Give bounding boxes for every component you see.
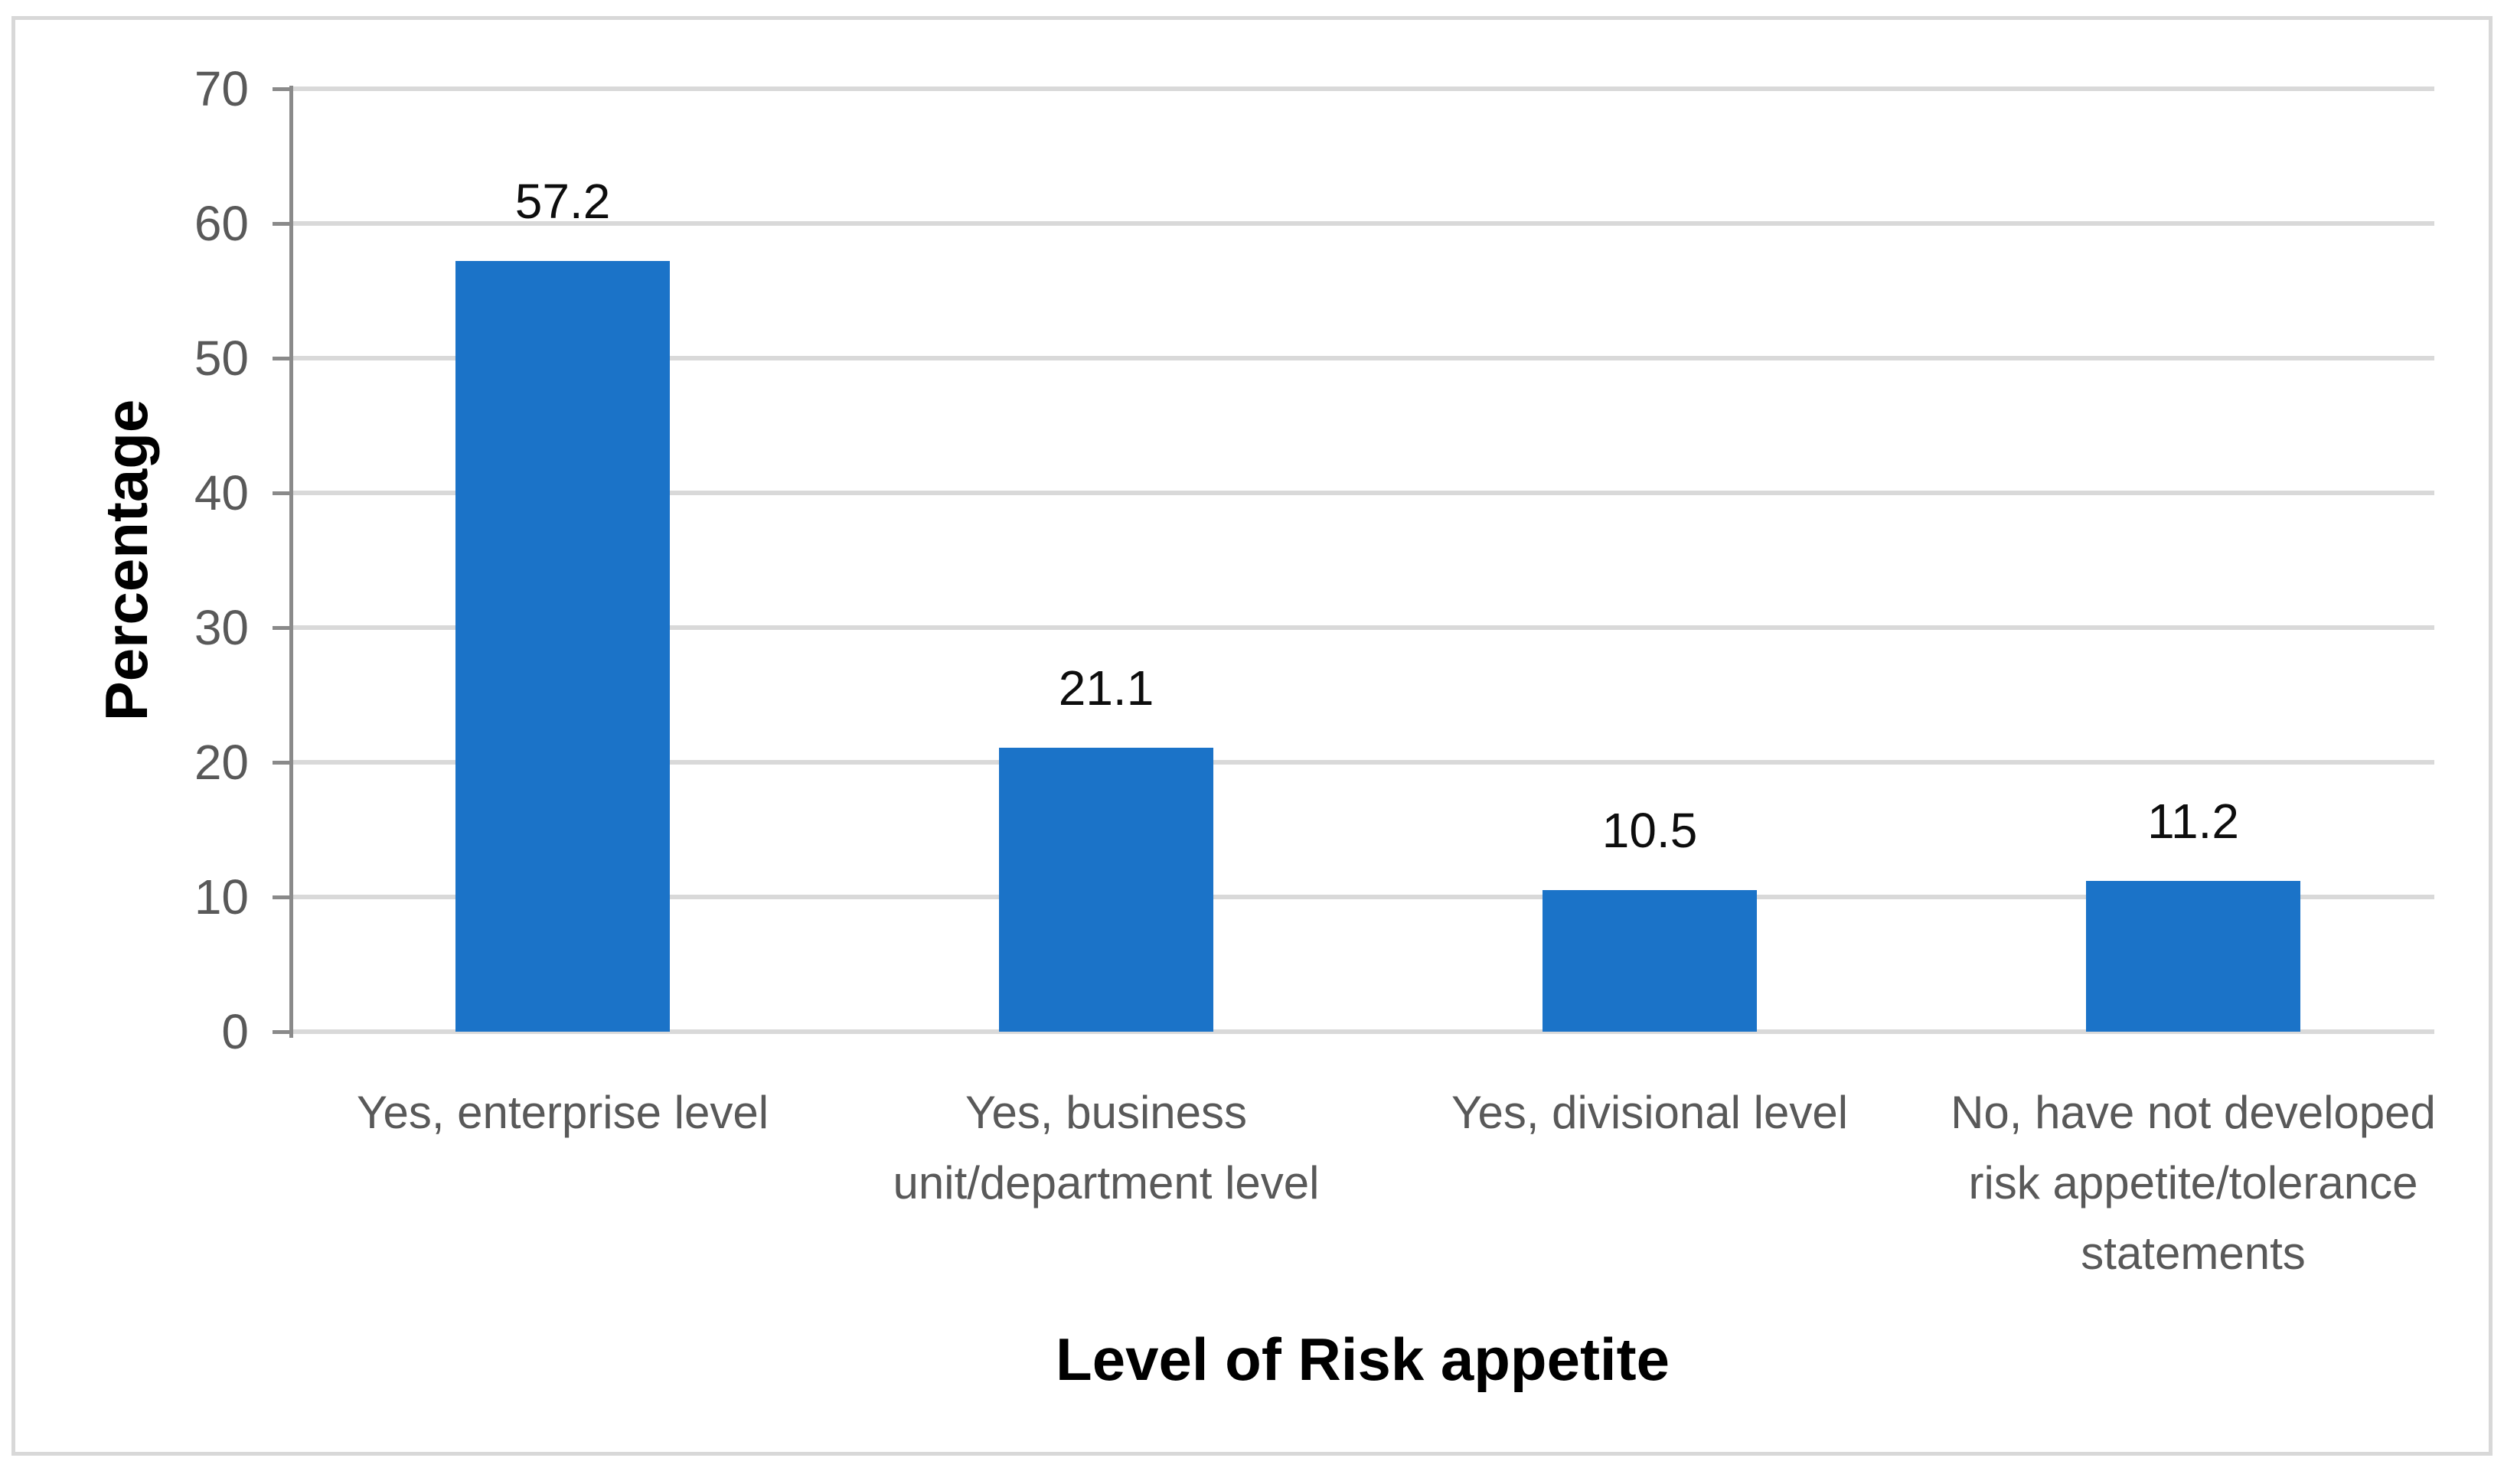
y-tick-label: 30 <box>194 600 249 655</box>
y-tick-label: 0 <box>221 1004 249 1059</box>
y-axis-tick-mark <box>273 87 292 91</box>
bar-value-label: 11.2 <box>2147 793 2239 849</box>
bar <box>999 747 1213 1032</box>
y-axis-tick-mark <box>273 895 292 899</box>
y-tick-label: 40 <box>194 465 249 520</box>
category-label: Yes, divisional level <box>1451 1087 1849 1138</box>
bar <box>455 261 670 1032</box>
y-axis-tick-mark <box>273 761 292 765</box>
y-tick-label: 20 <box>194 735 249 790</box>
category-label: No, have not developed risk appetite/tol… <box>1951 1087 2436 1279</box>
category-label: Yes, business unit/department level <box>893 1087 1320 1208</box>
gridline <box>291 895 2434 899</box>
y-tick-label: 10 <box>194 869 249 925</box>
category-label: Yes, enterprise level <box>356 1087 769 1138</box>
bar <box>1543 890 1757 1032</box>
gridline <box>291 356 2434 360</box>
y-tick-label: 60 <box>194 196 249 251</box>
y-axis-title: Percentage <box>93 399 160 722</box>
y-axis-tick-mark <box>273 222 292 226</box>
gridline <box>291 760 2434 765</box>
gridline <box>291 221 2434 226</box>
bar-value-label: 57.2 <box>514 174 611 230</box>
y-axis-tick-mark <box>273 1030 292 1034</box>
y-tick-label: 50 <box>194 331 249 386</box>
gridline <box>291 491 2434 495</box>
y-axis-line <box>289 86 293 1038</box>
y-axis-tick-mark <box>273 357 292 360</box>
y-axis-tick-mark <box>273 626 292 630</box>
gridline <box>291 625 2434 630</box>
chart-frame <box>11 16 2493 1456</box>
gridline <box>291 1029 2434 1034</box>
bar-value-label: 21.1 <box>1058 660 1154 716</box>
y-axis-tick-mark <box>273 491 292 495</box>
gridline <box>291 86 2434 91</box>
bar-value-label: 10.5 <box>1601 803 1698 859</box>
x-axis-title: Level of Risk appetite <box>1056 1326 1670 1393</box>
y-tick-label: 70 <box>194 61 249 116</box>
bar <box>2086 880 2300 1032</box>
